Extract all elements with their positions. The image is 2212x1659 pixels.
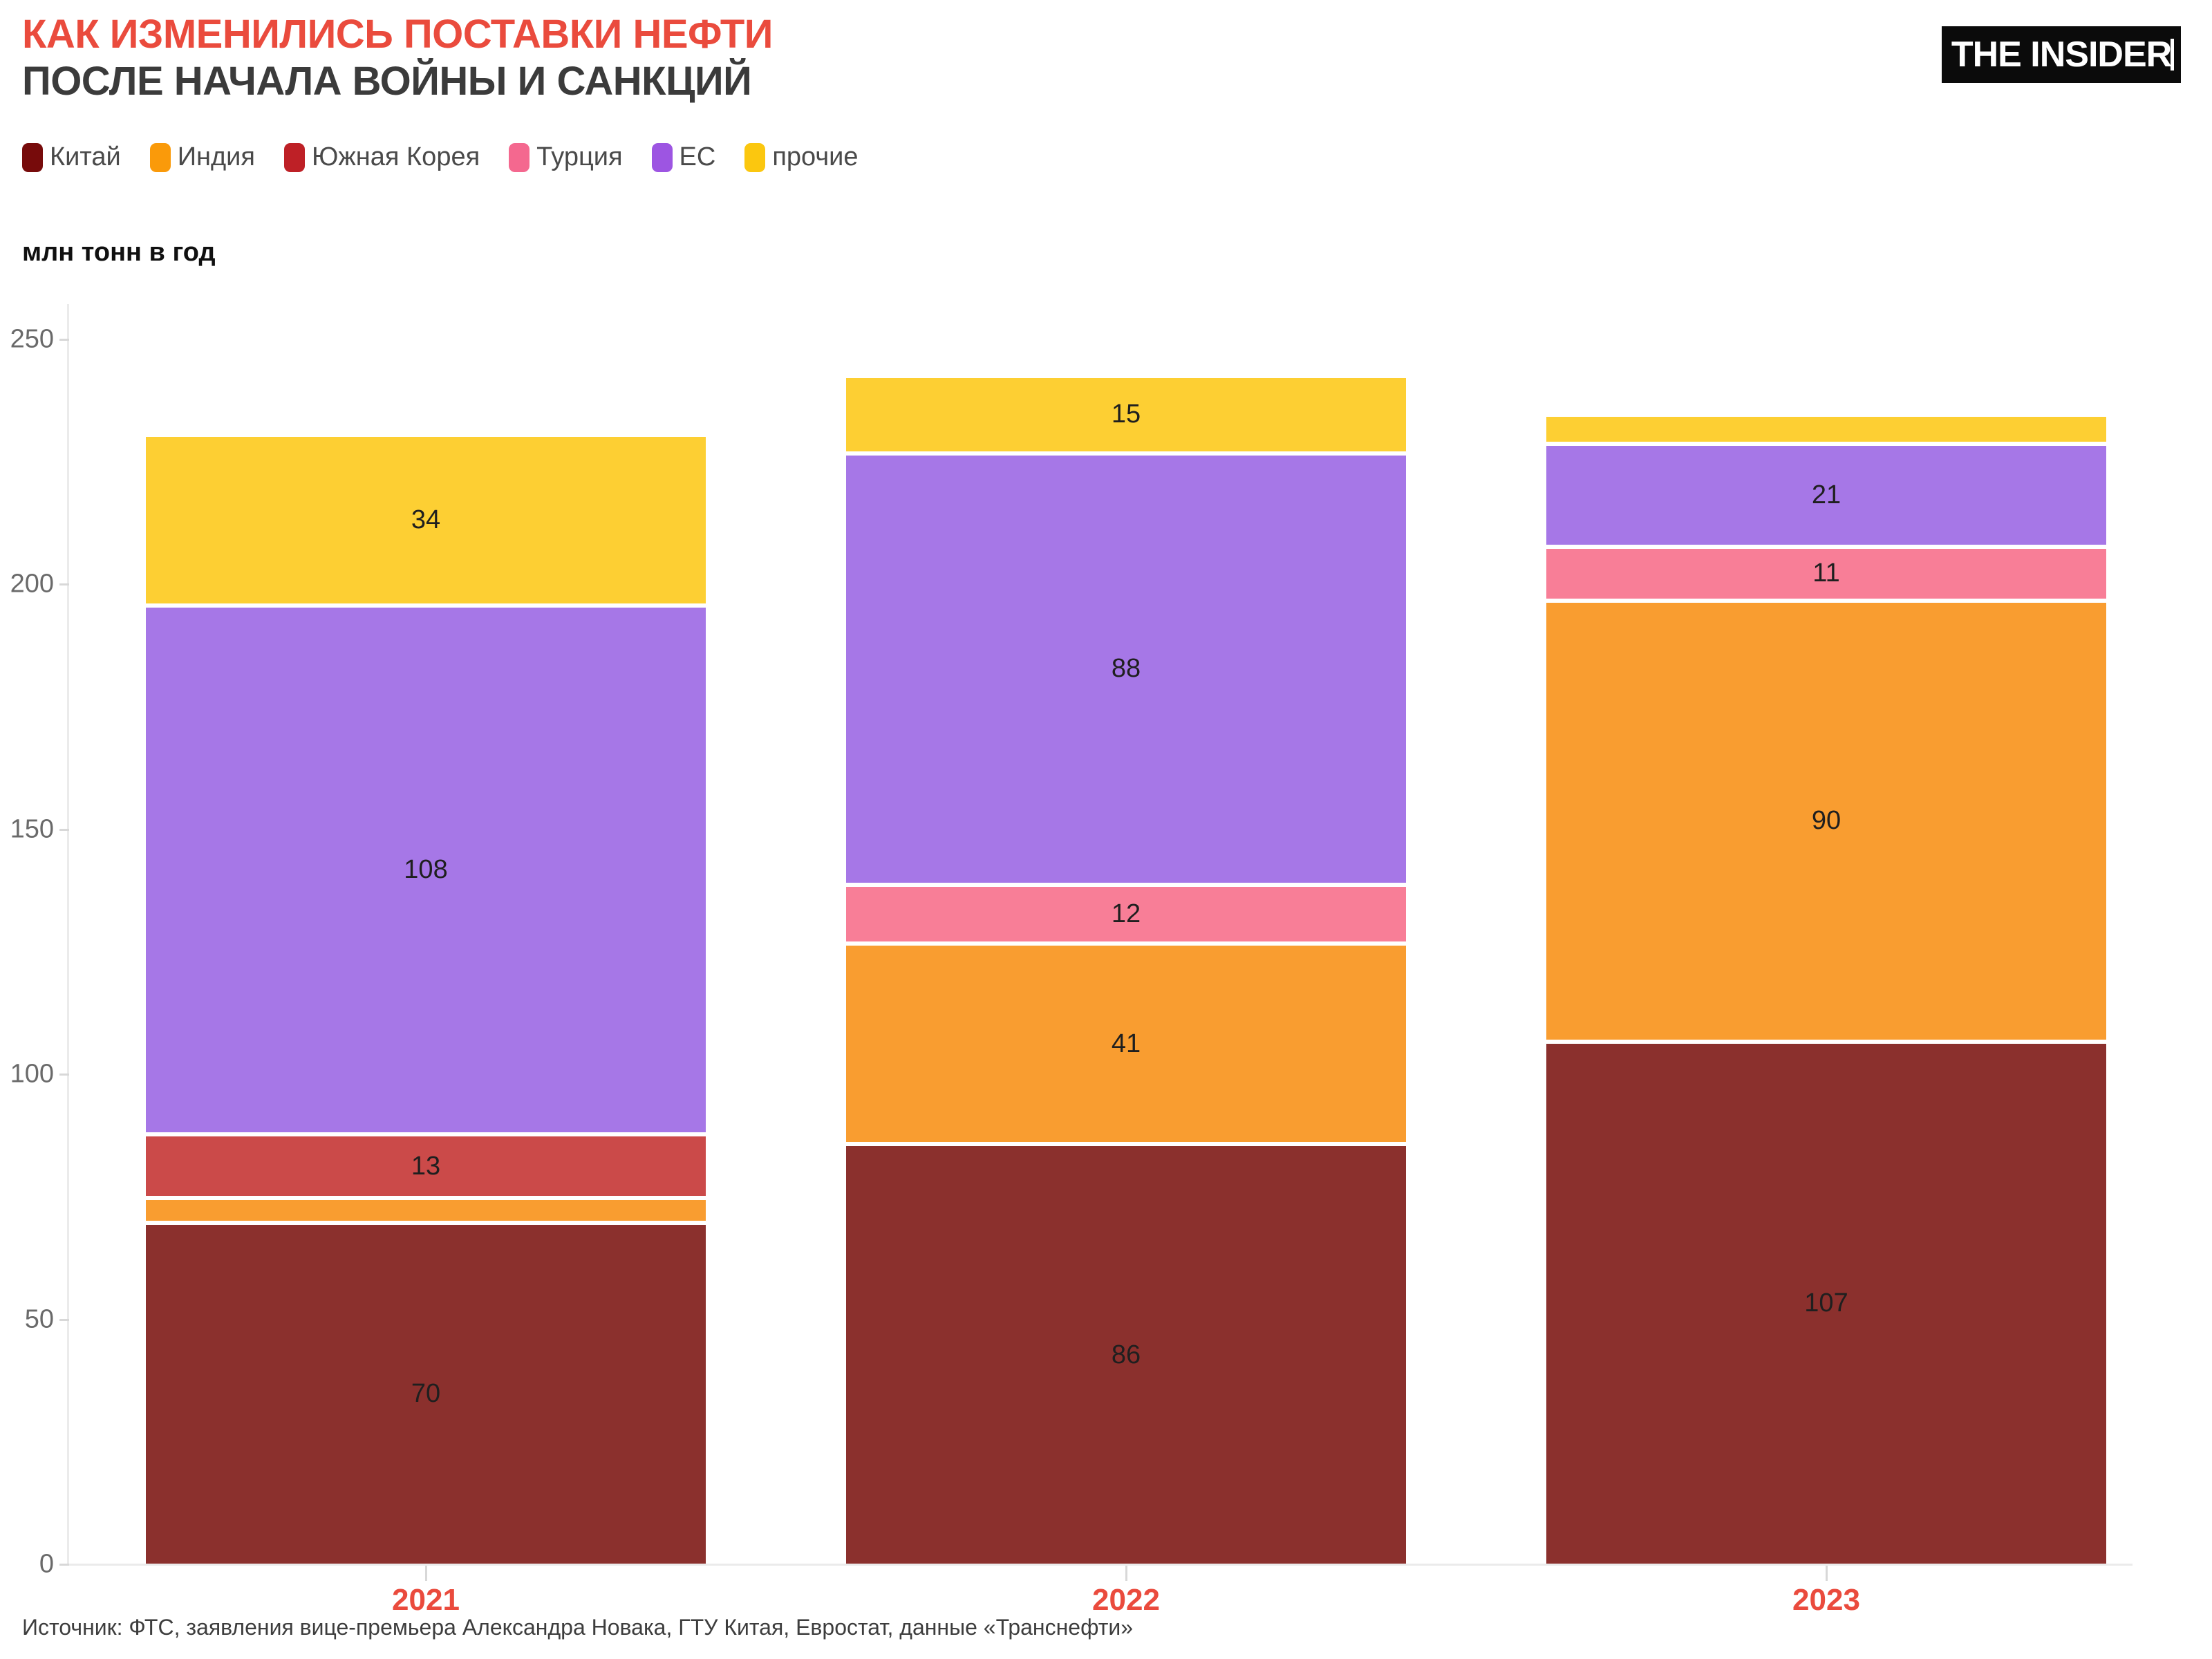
segment-Китай: 70 [146,1220,706,1564]
legend-label: Турция [536,142,623,171]
segment-value-label: 21 [1811,480,1841,509]
segment-ЕС: 88 [846,451,1406,883]
segment-ЕС: 108 [146,603,706,1133]
legend-label: Южная Корея [311,142,480,171]
y-tick-mark [59,1074,69,1076]
y-tick-mark [59,828,69,831]
segment-ЕС: 21 [1546,441,2106,545]
legend-label: ЕС [679,142,716,171]
the-insider-logo: THE INSIDER [1942,26,2181,83]
segment-Индия: 41 [846,941,1406,1143]
y-tick-mark [59,1318,69,1321]
logo-cursor-bar [2171,39,2174,71]
x-axis-label-2022: 2022 [1092,1583,1160,1617]
segment-value-label: 34 [411,505,441,534]
legend-item-Индия: Индия [149,142,255,172]
y-tick-mark [59,1564,69,1566]
legend-swatch [651,142,673,172]
legend-swatch [149,142,171,172]
legend-item-Китай: Китай [22,142,121,172]
x-tick-mark [1125,1566,1127,1581]
segment-Индия [146,1196,706,1221]
segment-value-label: 70 [411,1379,441,1409]
legend-item-Южная Корея: Южная Корея [283,142,480,172]
legend-swatch [22,142,43,172]
segment-прочие [1546,417,2106,442]
segment-value-label: 88 [1111,654,1141,684]
segment-Турция: 12 [846,882,1406,941]
segment-прочие: 15 [846,377,1406,452]
segment-Китай: 86 [846,1142,1406,1564]
bar-2023: 107 90 11 21 [1546,0,2106,1564]
legend-item-ЕС: ЕС [651,142,716,172]
segment-Турция: 11 [1546,544,2106,599]
y-tick-label: 250 [10,324,54,354]
y-tick-mark [59,583,69,586]
segment-value-label: 41 [1111,1029,1141,1058]
segment-value-label: 13 [411,1151,441,1181]
segment-value-label: 107 [1804,1288,1848,1318]
y-tick-mark [59,339,69,341]
legend: Китай Индия Южная Корея Турция ЕС прочие [22,142,859,172]
segment-value-label: 86 [1111,1340,1141,1369]
y-tick-label: 0 [39,1549,54,1579]
y-tick-label: 200 [10,569,54,599]
segment-value-label: 15 [1111,400,1141,429]
bar-2022: 86 41 12 88 15 [846,0,1406,1564]
legend-item-прочие: прочие [744,142,859,172]
legend-label: Индия [177,142,255,171]
segment-Индия: 90 [1546,598,2106,1040]
x-tick-mark [425,1566,427,1581]
legend-swatch [283,142,305,172]
x-axis-line [69,1564,2133,1566]
y-tick-label: 50 [24,1304,54,1334]
x-tick-mark [1826,1566,1828,1581]
legend-swatch [509,142,530,172]
legend-label: Китай [50,142,121,171]
y-tick-label: 150 [10,814,54,844]
source-note: Источник: ФТС, заявления вице-премьера А… [22,1615,1134,1640]
segment-Южная Корея: 13 [146,1132,706,1197]
x-axis-label-2021: 2021 [392,1583,460,1617]
x-axis-label-2023: 2023 [1792,1583,1860,1617]
chart-title-line1: КАК ИЗМЕНИЛИСЬ ПОСТАВКИ НЕФТИ [22,12,773,57]
legend-label: прочие [772,142,859,171]
chart-title-line2: ПОСЛЕ НАЧАЛА ВОЙНЫ И САНКЦИЙ [22,59,752,104]
segment-value-label: 90 [1811,806,1841,836]
legend-item-Турция: Турция [509,142,623,172]
y-axis-line [67,304,69,1566]
y-axis-unit-label: млн тонн в год [22,238,216,267]
bar-2021: 70 13 108 34 [146,0,706,1564]
segment-прочие: 34 [146,436,706,603]
legend-swatch [744,142,766,172]
y-tick-label: 100 [10,1059,54,1089]
logo-text: THE INSIDER [1951,35,2172,75]
segment-value-label: 11 [1812,559,1840,588]
segment-value-label: 108 [404,855,448,884]
segment-Китай: 107 [1546,1039,2106,1564]
segment-value-label: 12 [1111,899,1141,928]
